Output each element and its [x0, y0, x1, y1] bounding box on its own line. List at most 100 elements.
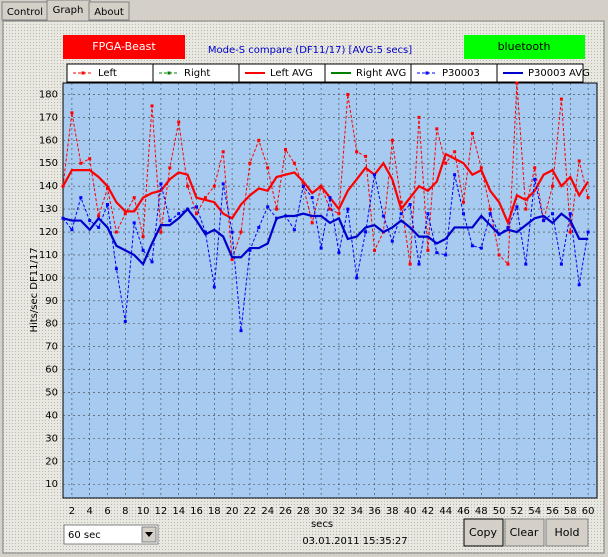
- data-point: [355, 150, 359, 154]
- button[interactable]: [504, 518, 545, 547]
- data-point: [586, 230, 590, 234]
- chart-title: Mode-S compare (DF11/17) [AVG:5 secs]: [208, 45, 412, 56]
- data-point: [479, 246, 483, 250]
- y-tick-label: 20: [45, 456, 58, 467]
- data-point: [275, 207, 279, 211]
- data-point: [195, 212, 198, 216]
- data-point: [355, 276, 359, 280]
- data-point: [310, 196, 314, 200]
- data-point: [542, 219, 546, 223]
- plot-area: [62, 82, 598, 499]
- data-point: [106, 203, 109, 207]
- data-point: [150, 260, 154, 264]
- source-box: [464, 35, 585, 59]
- legend-marker: [167, 71, 171, 75]
- x-tick-label: 44: [439, 506, 452, 517]
- data-point: [435, 127, 439, 131]
- data-point: [488, 207, 492, 211]
- data-point: [310, 221, 314, 225]
- data-point: [79, 161, 83, 165]
- data-point: [106, 186, 109, 190]
- source-label: bluetooth: [498, 40, 551, 53]
- x-tick-label: 20: [226, 506, 239, 517]
- x-tick-label: 26: [279, 506, 292, 517]
- timestamp: 03.01.2011 15:35:27: [302, 536, 407, 547]
- x-tick-label: 10: [137, 506, 150, 517]
- y-tick-label: 80: [45, 319, 58, 330]
- tab-label: Graph: [53, 5, 84, 16]
- data-point: [444, 161, 448, 165]
- data-point: [346, 92, 350, 96]
- data-point: [426, 248, 430, 252]
- y-tick-label: 160: [39, 135, 58, 146]
- data-point: [515, 205, 519, 209]
- data-point: [479, 166, 483, 170]
- x-tick-label: 8: [122, 506, 128, 517]
- y-tick-label: 100: [39, 273, 58, 284]
- y-tick-label: 50: [45, 388, 58, 399]
- data-point: [559, 97, 563, 101]
- data-point: [292, 161, 296, 165]
- data-point: [88, 157, 92, 161]
- button[interactable]: [545, 518, 589, 547]
- data-point: [524, 262, 528, 266]
- tab-label: About: [94, 7, 124, 18]
- data-point: [301, 184, 305, 188]
- data-point: [203, 230, 207, 234]
- data-point: [186, 184, 190, 188]
- y-tick-label: 70: [45, 342, 58, 353]
- data-point: [408, 203, 412, 207]
- x-tick-label: 12: [155, 506, 168, 517]
- data-point: [212, 285, 216, 289]
- data-point: [150, 104, 154, 108]
- x-tick-label: 4: [87, 506, 93, 517]
- tab[interactable]: [88, 1, 130, 21]
- data-point: [284, 147, 287, 151]
- legend-label: Left: [98, 68, 117, 79]
- data-point: [426, 212, 430, 216]
- data-point: [114, 230, 118, 234]
- data-point: [79, 196, 83, 200]
- data-point: [417, 115, 421, 119]
- y-tick-label: 110: [39, 250, 58, 261]
- x-tick-label: 54: [528, 506, 541, 517]
- y-tick-label: 90: [45, 296, 58, 307]
- data-point: [159, 182, 163, 186]
- range-dropdown[interactable]: [63, 524, 159, 545]
- button[interactable]: [463, 518, 504, 547]
- data-point: [239, 329, 243, 333]
- data-point: [257, 138, 261, 142]
- x-tick-label: 32: [333, 506, 346, 517]
- data-point: [159, 230, 163, 234]
- y-tick-label: 30: [45, 433, 58, 444]
- y-tick-label: 120: [39, 227, 58, 238]
- data-point: [470, 244, 474, 248]
- legend-marker: [81, 71, 85, 75]
- source-label: FPGA-Beast: [92, 40, 156, 53]
- data-point: [551, 212, 554, 216]
- data-point: [373, 248, 376, 252]
- data-point: [533, 166, 537, 170]
- data-point: [328, 207, 332, 211]
- data-point: [399, 212, 403, 216]
- data-point: [257, 225, 261, 229]
- data-point: [444, 253, 448, 257]
- data-point: [470, 131, 474, 135]
- data-point: [123, 212, 127, 216]
- data-point: [168, 166, 172, 170]
- x-tick-label: 56: [546, 506, 559, 517]
- data-point: [141, 235, 145, 239]
- data-point: [577, 283, 581, 287]
- series-line: [62, 82, 589, 266]
- data-point: [568, 230, 572, 234]
- data-point: [417, 262, 421, 266]
- button-label: Hold: [554, 526, 579, 539]
- x-tick-label: 48: [475, 506, 488, 517]
- x-tick-label: 58: [564, 506, 577, 517]
- dropdown-value: 60 sec: [68, 530, 101, 541]
- data-point: [88, 219, 92, 223]
- data-point: [497, 253, 501, 257]
- y-tick-label: 130: [39, 204, 58, 215]
- data-point: [381, 214, 385, 218]
- source-box: [63, 35, 185, 59]
